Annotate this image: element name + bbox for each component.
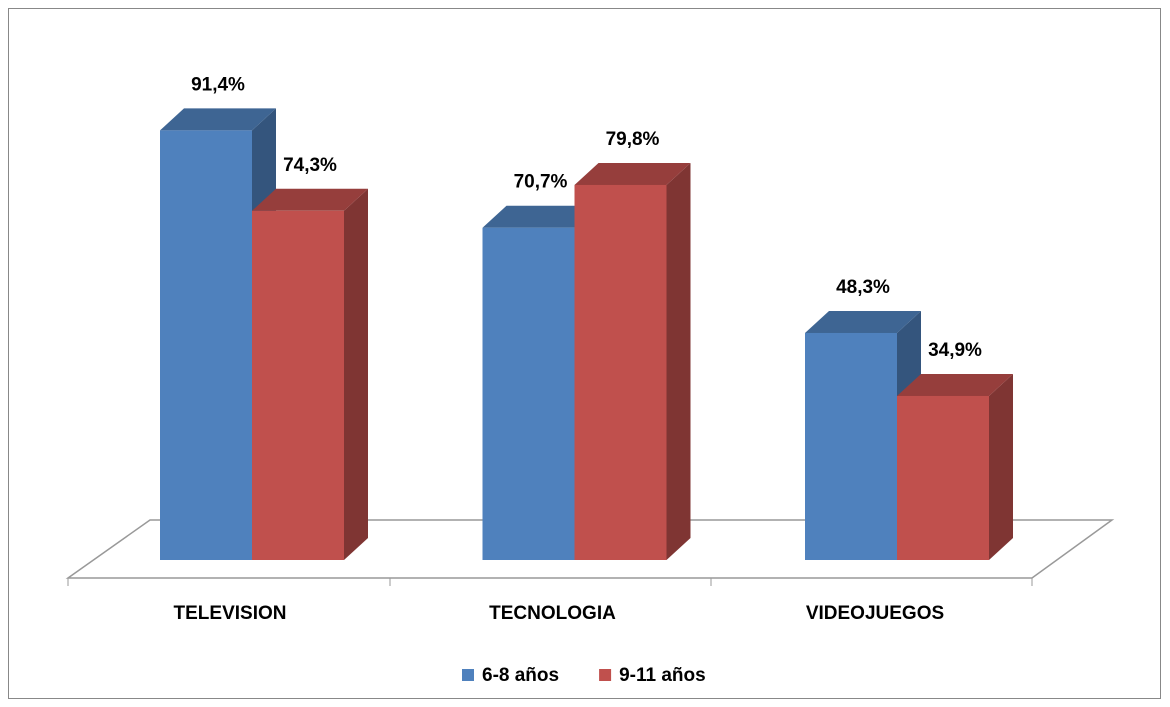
bar-top [482, 205, 599, 228]
bar-side [666, 162, 691, 560]
bar-top [160, 108, 276, 131]
legend-swatch [599, 669, 612, 681]
legend-swatch [462, 669, 474, 681]
bar [897, 373, 1013, 560]
bar-side [989, 373, 1013, 560]
legend-label: 6-8 años [482, 665, 559, 686]
bar [574, 162, 691, 560]
bar-top [805, 310, 921, 333]
x-tick-label: TECNOLOGIA [489, 603, 616, 624]
bar-front [482, 227, 575, 560]
bar-top [252, 188, 368, 211]
data-label: 34,9% [928, 340, 982, 361]
bar-front [574, 184, 667, 560]
data-label: 70,7% [514, 172, 568, 193]
bar-front [805, 332, 897, 560]
x-tick-label: VIDEOJUEGOS [806, 603, 944, 624]
bar-side [344, 188, 368, 561]
bar-top [897, 373, 1013, 396]
legend-label: 9-11 años [619, 665, 706, 686]
data-label: 91,4% [191, 74, 245, 95]
bar-front [897, 395, 989, 560]
data-label: 79,8% [606, 129, 660, 150]
x-tick-label: TELEVISION [174, 603, 287, 624]
data-label: 74,3% [283, 155, 337, 176]
data-label: 48,3% [836, 277, 890, 298]
bar-front [160, 130, 252, 561]
bar-top [574, 162, 691, 185]
bar-front [252, 210, 344, 561]
bar [252, 188, 368, 561]
